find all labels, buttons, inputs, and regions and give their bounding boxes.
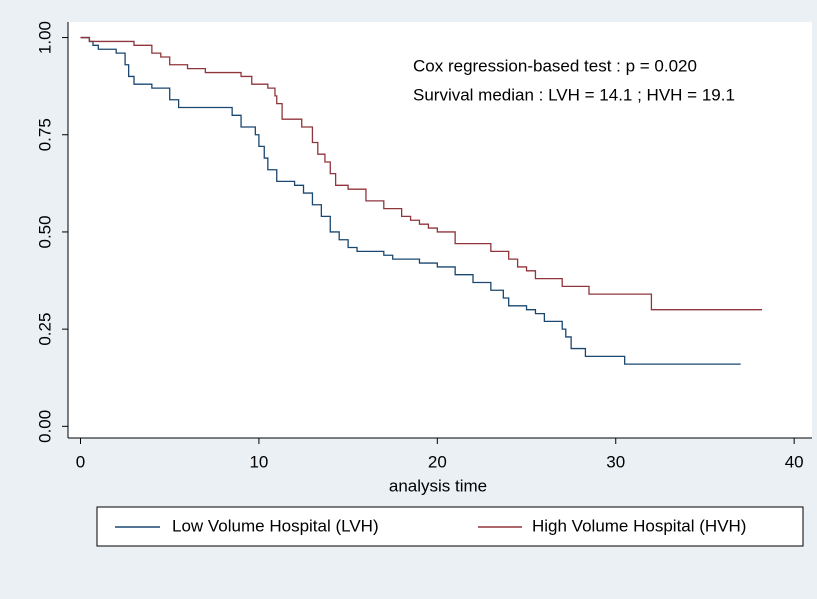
x-tick-label: 10: [249, 452, 268, 471]
annotation: Survival median : LVH = 14.1 ; HVH = 19.…: [413, 85, 735, 104]
annotation: Cox regression-based test : p = 0.020: [413, 56, 697, 75]
y-tick-label: 0.25: [35, 313, 54, 346]
legend-label: High Volume Hospital (HVH): [532, 516, 746, 535]
x-tick-label: 30: [606, 452, 625, 471]
legend-label: Low Volume Hospital (LVH): [172, 516, 379, 535]
legend: [96, 506, 804, 547]
x-tick-label: 20: [428, 452, 447, 471]
y-tick-label: 1.00: [35, 21, 54, 54]
x-tick-label: 0: [76, 452, 85, 471]
x-tick-label: 40: [785, 452, 804, 471]
y-tick-label: 0.00: [35, 410, 54, 443]
x-axis-label: analysis time: [389, 476, 487, 495]
plot-area: [68, 22, 812, 438]
y-tick-label: 0.50: [35, 215, 54, 248]
survival-curve: [80, 36, 763, 311]
survival-curve: [80, 36, 741, 365]
y-tick-label: 0.75: [35, 118, 54, 151]
